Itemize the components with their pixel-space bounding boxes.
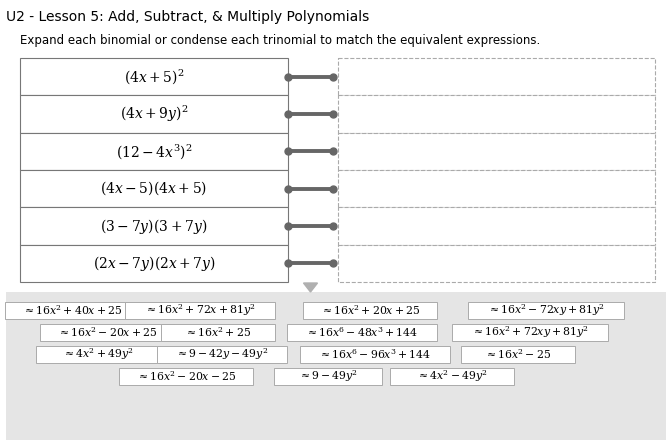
FancyBboxPatch shape bbox=[461, 346, 575, 362]
Text: $(3 - 7y)(3 + 7y)$: $(3 - 7y)(3 + 7y)$ bbox=[100, 217, 208, 236]
Bar bbox=[20, 133, 288, 170]
Text: $\approx\!\!$ $4x^{2}-49y^{2}$: $\approx\!\!$ $4x^{2}-49y^{2}$ bbox=[416, 368, 488, 384]
FancyBboxPatch shape bbox=[468, 301, 624, 319]
Bar bbox=[6, 292, 666, 440]
Text: $\approx\!\!$ $16x^{2}-20x-25$: $\approx\!\!$ $16x^{2}-20x-25$ bbox=[136, 369, 236, 383]
FancyBboxPatch shape bbox=[300, 346, 450, 362]
FancyBboxPatch shape bbox=[40, 324, 175, 340]
FancyBboxPatch shape bbox=[302, 301, 437, 319]
Text: $\approx\!\!$ $16x^{2}-72xy+81y^{2}$: $\approx\!\!$ $16x^{2}-72xy+81y^{2}$ bbox=[487, 302, 605, 318]
FancyBboxPatch shape bbox=[125, 301, 276, 319]
Bar bbox=[20, 245, 288, 282]
FancyBboxPatch shape bbox=[274, 367, 382, 385]
Text: $\approx\!\!$ $16x^{2}-25$: $\approx\!\!$ $16x^{2}-25$ bbox=[485, 347, 552, 361]
Text: $\approx\!\!$ $4x^{2}+49y^{2}$: $\approx\!\!$ $4x^{2}+49y^{2}$ bbox=[62, 346, 134, 362]
Bar bbox=[338, 170, 655, 207]
Text: $\approx\!\!$ $9-42y-49y^{2}$: $\approx\!\!$ $9-42y-49y^{2}$ bbox=[175, 346, 269, 362]
Bar bbox=[338, 95, 655, 133]
FancyBboxPatch shape bbox=[118, 367, 253, 385]
Bar bbox=[20, 95, 288, 133]
FancyBboxPatch shape bbox=[36, 346, 160, 362]
Text: $(2x - 7y)(2x + 7y)$: $(2x - 7y)(2x + 7y)$ bbox=[93, 254, 216, 273]
Text: $(4x + 9y)^{2}$: $(4x + 9y)^{2}$ bbox=[120, 104, 188, 124]
Bar bbox=[20, 207, 288, 245]
Text: $\approx\!\!$ $16x^{2}+72xy+81y^{2}$: $\approx\!\!$ $16x^{2}+72xy+81y^{2}$ bbox=[471, 324, 589, 340]
Text: $\approx\!\!$ $16x^{2}-20x+25$: $\approx\!\!$ $16x^{2}-20x+25$ bbox=[57, 325, 157, 339]
Text: $\approx\!\!$ $16x^{2}+25$: $\approx\!\!$ $16x^{2}+25$ bbox=[185, 325, 251, 339]
Text: $\approx\!\!$ $9-49y^{2}$: $\approx\!\!$ $9-49y^{2}$ bbox=[298, 368, 358, 384]
FancyBboxPatch shape bbox=[157, 346, 287, 362]
Text: $\approx\!\!$ $16x^{6}-96x^{3}+144$: $\approx\!\!$ $16x^{6}-96x^{3}+144$ bbox=[319, 347, 431, 361]
FancyBboxPatch shape bbox=[5, 301, 139, 319]
Text: $\approx\!\!$ $16x^{2}+40x+25$: $\approx\!\!$ $16x^{2}+40x+25$ bbox=[22, 303, 122, 317]
Polygon shape bbox=[304, 283, 317, 292]
Text: $(4x + 5)^{2}$: $(4x + 5)^{2}$ bbox=[124, 67, 184, 86]
Text: Expand each binomial or condense each trinomial to match the equivalent expressi: Expand each binomial or condense each tr… bbox=[20, 34, 540, 47]
Text: $\approx\!\!$ $16x^{2}+72x+81y^{2}$: $\approx\!\!$ $16x^{2}+72x+81y^{2}$ bbox=[144, 302, 256, 318]
Text: $(12 - 4x^{3})^{2}$: $(12 - 4x^{3})^{2}$ bbox=[116, 142, 192, 161]
Text: $\approx\!\!$ $16x^{6}-48x^{3}+144$: $\approx\!\!$ $16x^{6}-48x^{3}+144$ bbox=[305, 325, 419, 339]
Text: U2 - Lesson 5: Add, Subtract, & Multiply Polynomials: U2 - Lesson 5: Add, Subtract, & Multiply… bbox=[6, 10, 369, 24]
Bar bbox=[338, 245, 655, 282]
Bar bbox=[338, 207, 655, 245]
Bar bbox=[20, 170, 288, 207]
Text: $(4x - 5)(4x + 5)$: $(4x - 5)(4x + 5)$ bbox=[100, 180, 208, 198]
FancyBboxPatch shape bbox=[161, 324, 275, 340]
FancyBboxPatch shape bbox=[452, 324, 607, 340]
Bar bbox=[20, 58, 288, 95]
Bar bbox=[338, 133, 655, 170]
Bar bbox=[338, 58, 655, 95]
FancyBboxPatch shape bbox=[287, 324, 437, 340]
FancyBboxPatch shape bbox=[390, 367, 514, 385]
Text: $\approx\!\!$ $16x^{2}+20x+25$: $\approx\!\!$ $16x^{2}+20x+25$ bbox=[320, 303, 420, 317]
